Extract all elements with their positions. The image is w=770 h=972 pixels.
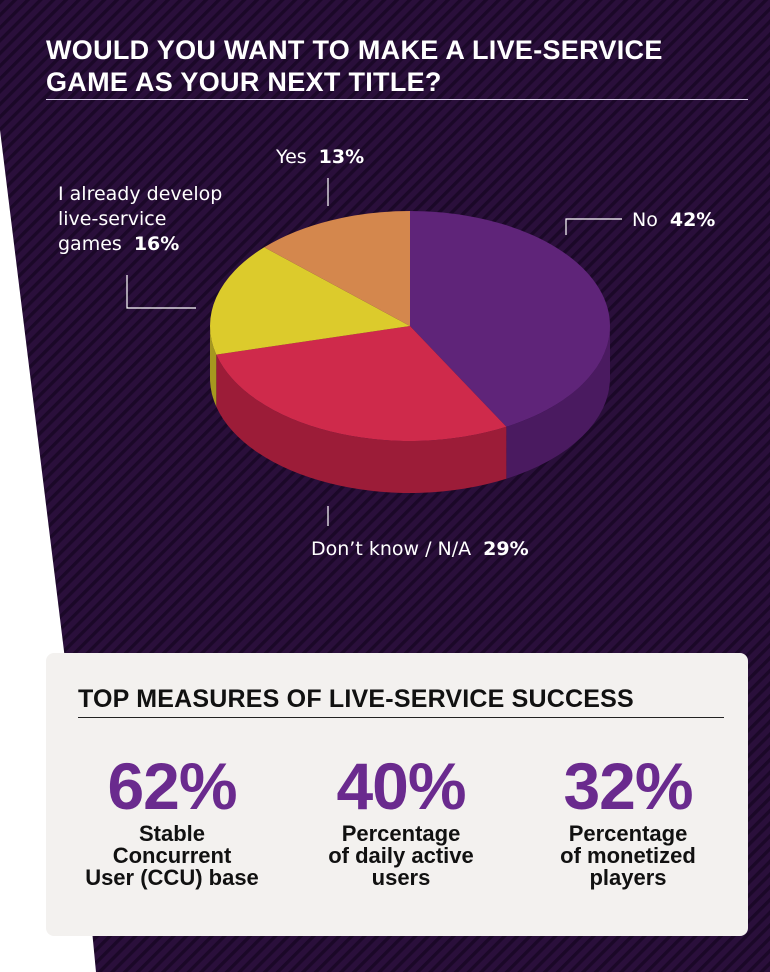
stat-value: 62%	[107, 749, 237, 823]
slice-label-yes: Yes 13%	[276, 146, 365, 168]
page-title: WOULD YOU WANT TO MAKE A LIVE-SERVICE GA…	[46, 35, 663, 97]
measures-divider	[78, 717, 724, 718]
pie-side-no	[506, 326, 610, 479]
pie-side-i-already-develop-live-service-games	[210, 326, 217, 407]
pie-slice-no	[410, 211, 610, 427]
pie-chart	[126, 178, 622, 526]
slice-label-already-develop: I already develop live-service games 16%	[58, 183, 223, 255]
stat-label: Stable Concurrent User (CCU) base	[85, 821, 259, 890]
stat-value: 40%	[336, 749, 466, 823]
stat-daily-active-users: 40% Percentage of daily active users	[291, 751, 511, 889]
slice-label-no: No 42%	[632, 209, 716, 231]
measures-card: TOP MEASURES OF LIVE-SERVICE SUCCESS 62%…	[46, 653, 748, 936]
slice-label-dont-know: Don’t know / N/A 29%	[311, 538, 529, 560]
title-divider	[46, 99, 748, 100]
stat-value: 32%	[563, 749, 693, 823]
pie-slice-i-already-develop-live-service-games	[209, 247, 410, 355]
leader-line-no	[565, 218, 622, 235]
pie-slice-don-t-know-n-a	[216, 326, 507, 441]
pie-side-don-t-know-n-a	[216, 354, 507, 493]
pie-slice-yes	[264, 211, 410, 326]
leader-line-already-develop	[126, 275, 196, 309]
stat-monetized-players: 32% Percentage of monetized players	[518, 751, 738, 889]
stat-label: Percentage of daily active users	[328, 821, 474, 890]
stat-ccu: 62% Stable Concurrent User (CCU) base	[62, 751, 282, 889]
stat-label: Percentage of monetized players	[560, 821, 696, 890]
measures-title: TOP MEASURES OF LIVE-SERVICE SUCCESS	[78, 685, 634, 713]
